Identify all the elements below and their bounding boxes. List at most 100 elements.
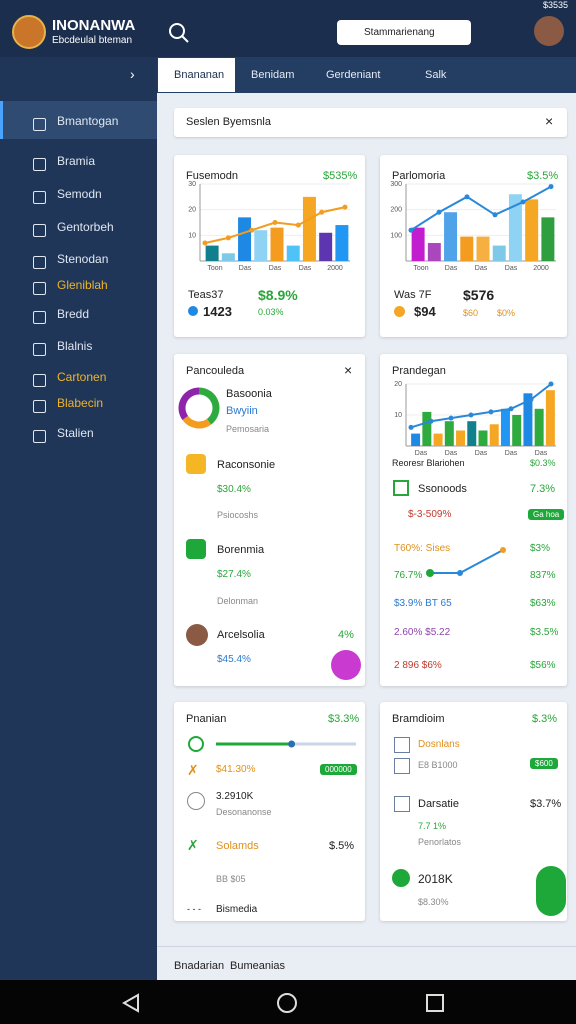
item-icon bbox=[186, 454, 206, 474]
icon bbox=[187, 792, 205, 810]
item-value: $27.4% bbox=[217, 569, 251, 580]
y-tick-label: 10 bbox=[188, 232, 196, 239]
trend-point bbox=[319, 209, 325, 215]
dot bbox=[394, 306, 405, 317]
row-label: T60%: Sises bbox=[394, 543, 451, 554]
stat-value: $8.9% bbox=[258, 287, 298, 303]
app-name: INONANWA bbox=[52, 17, 136, 34]
card-badge: $535% bbox=[323, 170, 358, 182]
row-label: 2.60% $5.22 bbox=[394, 627, 451, 638]
icon: ✗ bbox=[187, 762, 199, 778]
search-chip[interactable] bbox=[337, 20, 471, 45]
sidebar-item[interactable]: Semodn bbox=[57, 187, 102, 201]
bar bbox=[512, 415, 522, 446]
x-tick-label: Das bbox=[475, 265, 488, 272]
sidebar-active bbox=[0, 101, 157, 139]
donut-chart bbox=[178, 387, 220, 429]
item-icon bbox=[186, 539, 206, 559]
trend-line bbox=[410, 185, 552, 232]
tab[interactable]: Salk bbox=[425, 69, 447, 81]
card-badge: $3.5% bbox=[527, 170, 559, 182]
card-title: Prandegan bbox=[392, 365, 446, 377]
icon bbox=[394, 737, 410, 753]
row-note: E8 B1000 bbox=[418, 760, 458, 770]
bar bbox=[492, 245, 506, 261]
trend-point bbox=[295, 222, 301, 228]
trend-point bbox=[492, 212, 498, 218]
sidebar-item[interactable]: Blalnis bbox=[57, 339, 93, 353]
sidebar-item[interactable]: Gentorbeh bbox=[57, 220, 114, 234]
sidebar-item[interactable]: Bredd bbox=[57, 307, 90, 321]
x-tick-label: Das bbox=[505, 450, 518, 457]
donut-value: Bwyiin bbox=[226, 405, 258, 417]
bar bbox=[545, 390, 555, 446]
sidebar-item[interactable]: Stalien bbox=[57, 426, 94, 440]
tab[interactable]: Benidam bbox=[251, 69, 295, 81]
nav-home[interactable] bbox=[276, 992, 298, 1014]
close-card[interactable]: × bbox=[344, 362, 353, 378]
sidebar-item[interactable]: Bmantogan bbox=[57, 114, 119, 128]
x-tick-label: Das bbox=[299, 265, 312, 272]
stat-label: Teas37 bbox=[188, 289, 224, 301]
trend-point bbox=[225, 235, 231, 241]
stat-value: 1423 bbox=[203, 304, 232, 319]
tab[interactable]: Bnananan bbox=[174, 69, 225, 81]
logo bbox=[12, 15, 46, 49]
close-search[interactable]: × bbox=[545, 113, 554, 129]
sidebar-icon bbox=[33, 118, 46, 131]
nav-back[interactable] bbox=[120, 992, 142, 1014]
trend-point bbox=[249, 227, 255, 233]
donut-note: Pemosaria bbox=[226, 424, 270, 434]
bar bbox=[286, 245, 300, 261]
bar bbox=[427, 243, 441, 261]
item-title: Arcelsolia bbox=[217, 629, 265, 641]
status-time: $3535 bbox=[542, 0, 568, 10]
row-title: Darsatie bbox=[418, 798, 459, 810]
trend-point bbox=[548, 184, 554, 190]
row-value: $3% bbox=[530, 543, 551, 554]
sidebar-item[interactable]: Bramia bbox=[57, 154, 96, 168]
avatar[interactable] bbox=[534, 16, 564, 46]
y-tick-label: 30 bbox=[188, 181, 196, 188]
chart-subtitle-value: $0.3% bbox=[530, 458, 556, 468]
y-tick-label: 20 bbox=[188, 207, 196, 214]
item-title: Borenmia bbox=[217, 544, 265, 556]
bar bbox=[467, 421, 477, 446]
row-note: Penorlatos bbox=[418, 837, 462, 847]
dash: - - - bbox=[187, 904, 201, 914]
tab[interactable]: Gerdeniant bbox=[326, 69, 381, 81]
trend-point bbox=[202, 240, 208, 246]
search-icon[interactable] bbox=[168, 22, 190, 44]
mini-chart: 10 20 Das Das Das Das Das bbox=[394, 381, 556, 457]
nav-recent[interactable] bbox=[425, 993, 445, 1013]
sidebar-item[interactable]: Gleniblah bbox=[57, 278, 108, 292]
sidebar-item[interactable]: Blabecin bbox=[57, 396, 104, 410]
bar bbox=[270, 227, 284, 261]
bar bbox=[433, 433, 443, 446]
x-tick-label: Das bbox=[239, 265, 252, 272]
bar bbox=[254, 230, 268, 261]
bar bbox=[478, 430, 488, 446]
nav-bar bbox=[0, 980, 576, 1024]
stat-label: Was 7F bbox=[394, 289, 432, 301]
bar bbox=[411, 433, 421, 446]
item-note: $-3-509% bbox=[408, 509, 452, 520]
bar bbox=[500, 408, 510, 446]
trend-point bbox=[548, 381, 554, 387]
card-title: Pnanian bbox=[186, 713, 227, 725]
sidebar-icon bbox=[33, 311, 46, 324]
sidebar-chevron[interactable]: › bbox=[130, 66, 135, 82]
fab[interactable] bbox=[536, 866, 566, 916]
sidebar-item[interactable]: Stenodan bbox=[57, 252, 109, 266]
bar bbox=[302, 196, 316, 261]
fab[interactable] bbox=[331, 650, 361, 680]
value: $41.30% bbox=[216, 764, 256, 775]
sidebar-item[interactable]: Cartonen bbox=[57, 370, 107, 384]
item: Solamds bbox=[216, 840, 259, 852]
bar bbox=[444, 421, 454, 446]
progress bbox=[216, 740, 356, 748]
x-tick-label: Das bbox=[475, 450, 488, 457]
search-box[interactable] bbox=[174, 108, 567, 137]
sidebar-icon bbox=[33, 400, 46, 413]
x-tick-label: Das bbox=[535, 450, 548, 457]
